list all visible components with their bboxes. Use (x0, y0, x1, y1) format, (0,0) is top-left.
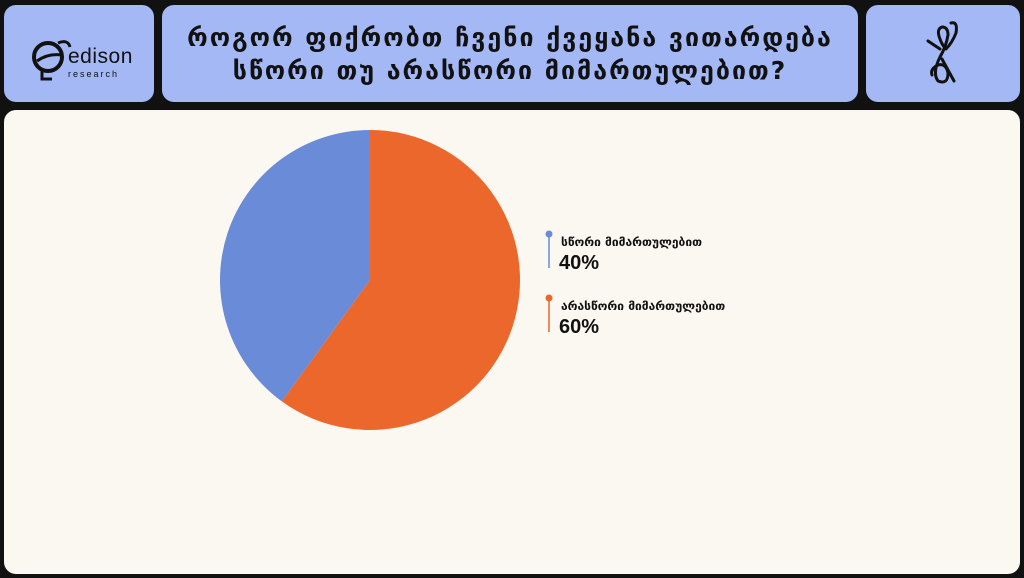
title-line-1: როგორ ფიქრობთ ჩვენი ქვეყანა ვითარდება (187, 22, 833, 52)
legend-value: 60% (559, 316, 599, 338)
legend-item-1: სწორი მიმართულებით 40% (545, 230, 702, 274)
page-title: როგორ ფიქრობთ ჩვენი ქვეყანა ვითარდება სწ… (187, 21, 833, 87)
legend-marker (545, 294, 553, 302)
title-panel: როგორ ფიქრობთ ჩვენი ქვეყანა ვითარდება სწ… (160, 3, 860, 104)
logo-bulb-icon (32, 40, 72, 81)
logo-text: edison (68, 45, 133, 68)
pie-slice-2 (281, 130, 521, 430)
logo-subtext: research (68, 69, 120, 79)
title-line-2: სწორი თუ არასწორი მიმართულებით? (232, 55, 788, 85)
legend-value: 40% (559, 252, 599, 274)
edison-research-logo: edison research (28, 35, 148, 85)
legend-item-2: არასწორი მიმართულებით 60% (545, 294, 725, 338)
chart-panel: სწორი მიმართულებით 40% არასწორი მიმართულებ… (2, 108, 1022, 576)
pie-chart: სწორი მიმართულებით 40% არასწორი მიმართულებ… (220, 130, 725, 430)
logo-panel: edison research (2, 3, 156, 104)
pie-slice-1 (220, 130, 370, 402)
icon-panel (864, 3, 1022, 104)
legend-label: არასწორი მიმართულებით (561, 299, 725, 313)
legend-label: სწორი მიმართულებით (561, 235, 702, 249)
person-figure-icon (926, 20, 958, 83)
legend-marker (545, 230, 553, 238)
